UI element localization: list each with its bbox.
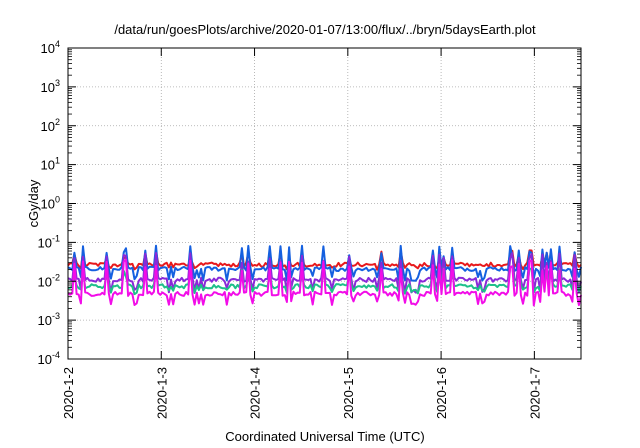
y-axis-label: cGy/day xyxy=(26,179,41,227)
x-tick-label: 2020-1-3 xyxy=(154,367,169,419)
y-tick-label: 10-1 xyxy=(38,233,60,250)
grid xyxy=(68,48,581,359)
y-tick-label: 10-2 xyxy=(38,272,60,289)
chart-title: /data/run/goesPlots/archive/2020-01-07/1… xyxy=(114,22,536,37)
y-tick-label: 103 xyxy=(41,78,60,95)
x-tick-label: 2020-1-7 xyxy=(527,367,542,419)
y-tick-label: 100 xyxy=(41,195,60,212)
x-tick-label: 2020-1-2 xyxy=(61,367,76,419)
y-tick-label: 10-3 xyxy=(38,311,60,328)
series-line-1 xyxy=(67,244,582,282)
x-tick-label: 2020-1-4 xyxy=(248,367,263,419)
y-tick-label: 101 xyxy=(41,156,60,173)
y-tick-label: 104 xyxy=(41,39,60,56)
series-line-4 xyxy=(67,258,582,307)
axes: 10-4 10-3 10-2 10-1 100 101 102 103 104 2020-1-2 2… xyxy=(38,39,581,419)
x-axis-label: Coordinated Universal Time (UTC) xyxy=(225,429,424,444)
x-tick-label: 2020-1-6 xyxy=(434,367,449,419)
y-tick-label: 102 xyxy=(41,117,60,134)
y-tick-label: 10-4 xyxy=(38,350,60,367)
x-tick-label: 2020-1-5 xyxy=(341,367,356,419)
series-layer xyxy=(67,244,582,307)
plot-frame xyxy=(67,47,582,360)
